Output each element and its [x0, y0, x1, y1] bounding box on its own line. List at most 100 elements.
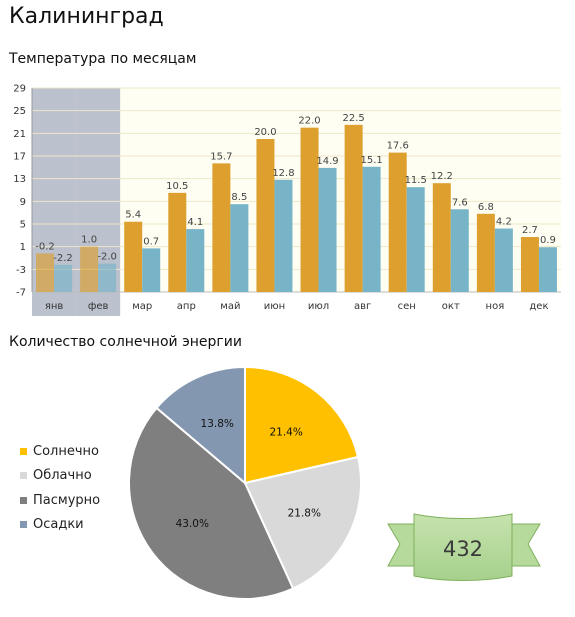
y-tick-label: 1	[20, 242, 26, 253]
bar-max-temp	[388, 152, 407, 292]
bar-max-temp	[80, 246, 99, 292]
pie-slice	[244, 365, 360, 485]
bar-max-temp	[300, 127, 319, 292]
bar-min-temp	[54, 264, 73, 292]
bar-value-label: 0.9	[540, 235, 556, 246]
bar-min-temp	[186, 229, 205, 292]
x-tick-label: авг	[354, 301, 371, 312]
bar-value-label: -2.2	[53, 253, 73, 264]
x-tick-label: май	[220, 301, 240, 312]
legend-label: Пасмурно	[33, 492, 101, 508]
pie-value-label: 43.0%	[176, 518, 209, 530]
bar-value-label: 17.6	[387, 141, 409, 152]
ribbon-right-tail	[511, 523, 541, 567]
pie-slice	[243, 455, 362, 590]
bar-min-temp	[406, 187, 425, 292]
y-tick-label: -3	[16, 265, 26, 276]
bar-value-label: 20.0	[254, 127, 276, 138]
bar-min-temp	[274, 179, 293, 292]
y-tick-label: 25	[13, 106, 26, 117]
x-tick-label: июл	[308, 301, 329, 312]
bar-max-temp	[256, 139, 275, 292]
y-tick-label: 13	[13, 174, 26, 185]
legend-item-sunny: Солнечно	[20, 439, 100, 464]
legend-swatch	[20, 496, 27, 504]
bar-value-label: 15.1	[360, 155, 382, 166]
sun-chart-title: Количество солнечной энергии	[9, 334, 242, 350]
x-tick-label: июн	[264, 301, 285, 312]
legend-label: Осадки	[33, 517, 84, 533]
bar-value-label: 8.5	[231, 192, 247, 203]
legend-label: Солнечно	[33, 443, 99, 459]
bar-value-label: 1.0	[81, 235, 97, 246]
pie-legend: Солнечно Облачно Пасмурно Осадки	[20, 439, 100, 537]
city-title: Калининград	[9, 4, 164, 29]
bar-min-temp	[230, 204, 249, 292]
legend-item-cloudy: Облачно	[20, 464, 100, 489]
bar-max-temp	[520, 237, 539, 292]
legend-label: Облачно	[33, 468, 92, 484]
x-tick-label: апр	[177, 301, 196, 312]
x-tick-label: сен	[398, 301, 416, 312]
x-tick-label: янв	[45, 301, 64, 312]
bar-min-temp	[142, 248, 161, 292]
bar-value-label: 12.2	[431, 171, 453, 182]
bar-max-temp	[476, 213, 495, 292]
bar-value-label: 10.5	[166, 181, 188, 192]
bar-value-label: 4.1	[187, 217, 203, 228]
pie-slice	[155, 365, 246, 486]
pie-value-label: 21.8%	[288, 507, 321, 519]
legend-swatch	[20, 521, 27, 529]
legend-swatch	[20, 472, 27, 480]
bar-value-label: 11.5	[405, 175, 427, 186]
ribbon-body	[413, 513, 513, 581]
bar-max-temp	[344, 124, 363, 292]
bar-value-label: 6.8	[478, 202, 494, 213]
x-tick-label: фев	[88, 301, 109, 312]
pie-value-label: 21.4%	[269, 426, 302, 438]
pie-value-label: 13.8%	[201, 418, 234, 430]
y-tick-label: 9	[20, 197, 26, 208]
temperature-bar-chart: 29 25 21 17 13 9 5 1 -3 -7 -0.2-2.2 янв 1.0-2.0 фев 5.…	[13, 84, 561, 316]
bar-min-temp	[318, 167, 337, 292]
y-tick-label: 21	[13, 129, 26, 140]
bar-min-temp	[362, 166, 381, 292]
bar-value-label: 15.7	[210, 151, 232, 162]
y-tick-label: 29	[13, 84, 26, 95]
pie-slice	[128, 406, 295, 600]
y-tick-label: -7	[16, 288, 26, 299]
legend-item-precipitation: Осадки	[20, 513, 100, 538]
bar-value-label: -0.2	[35, 241, 55, 252]
ribbon-badge: 432	[387, 513, 541, 581]
bar-min-temp	[98, 263, 117, 292]
bar-value-label: 2.7	[522, 225, 538, 236]
bar-value-label: 4.2	[496, 217, 512, 228]
ribbon-left-tail	[387, 523, 415, 567]
bar-max-temp	[212, 163, 231, 292]
bar-value-label: 7.6	[452, 197, 468, 208]
bar-value-label: 0.7	[143, 236, 159, 247]
bar-value-label: 12.8	[272, 168, 294, 179]
bar-max-temp	[124, 221, 143, 292]
legend-item-overcast: Пасмурно	[20, 488, 100, 513]
temperature-chart-title: Температура по месяцам	[9, 51, 197, 67]
bar-min-temp	[494, 228, 513, 292]
bar-value-label: 22.0	[298, 116, 320, 127]
x-tick-label: дек	[529, 301, 548, 312]
bar-max-temp	[432, 183, 451, 292]
bar-max-temp	[168, 192, 187, 292]
bar-min-temp	[538, 247, 557, 292]
bar-value-label: 5.4	[125, 210, 141, 221]
bar-value-label: 14.9	[316, 156, 338, 167]
bar-value-label: 22.5	[342, 113, 364, 124]
x-tick-label: мар	[132, 301, 152, 312]
bar-min-temp	[450, 209, 469, 292]
y-tick-label: 17	[13, 152, 26, 163]
x-tick-label: окт	[442, 301, 460, 312]
y-tick-label: 5	[20, 220, 26, 231]
legend-swatch	[20, 447, 27, 455]
bar-value-label: -2.0	[97, 252, 117, 263]
sun-energy-pie-chart: 21.4% 21.8% 43.0% 13.8%	[128, 365, 362, 600]
bar-max-temp	[36, 253, 55, 292]
badge-value: 432	[443, 537, 483, 561]
